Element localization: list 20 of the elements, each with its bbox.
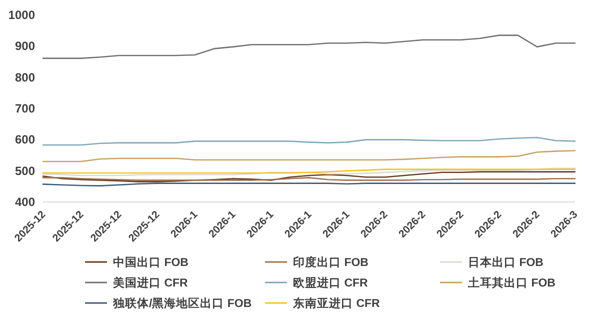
line-series xyxy=(42,150,576,162)
legend-label: 印度出口 FOB xyxy=(293,255,368,269)
y-tick-label: 500 xyxy=(14,164,36,178)
y-tick-label: 800 xyxy=(14,70,36,84)
line-series xyxy=(42,168,576,176)
legend-label: 欧盟进口 CFR xyxy=(293,276,369,290)
legend-label: 土耳其出口 FOB xyxy=(467,276,556,290)
y-tick-label: 700 xyxy=(14,102,36,116)
y-tick-label: 600 xyxy=(14,132,36,147)
legend-label: 中国出口 FOB xyxy=(113,255,188,269)
legend-label: 日本出口 FOB xyxy=(468,255,544,269)
y-tick-label: 1000 xyxy=(8,8,36,22)
line-series xyxy=(42,34,576,59)
y-tick-label: 900 xyxy=(14,39,36,54)
legend-label: 美国进口 CFR xyxy=(112,276,189,290)
y-tick-label: 400 xyxy=(14,195,36,209)
line-series xyxy=(42,136,576,146)
line-series xyxy=(42,171,576,182)
legend-label: 东南亚进口 CFR xyxy=(292,296,381,310)
legend-label: 独联体/黑海地区出口 FOB xyxy=(112,296,252,310)
